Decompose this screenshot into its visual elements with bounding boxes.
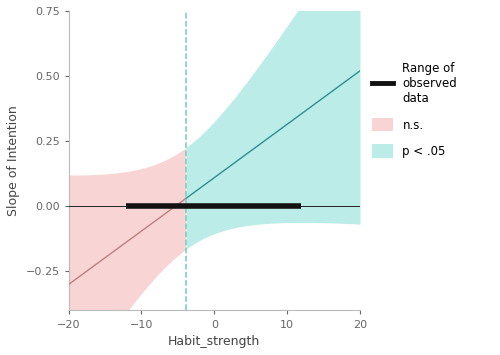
Legend: Range of
observed
data, n.s., p < .05: Range of observed data, n.s., p < .05	[372, 62, 457, 158]
X-axis label: Habit_strength: Habit_strength	[168, 335, 260, 348]
Y-axis label: Slope of Intention: Slope of Intention	[7, 105, 20, 216]
